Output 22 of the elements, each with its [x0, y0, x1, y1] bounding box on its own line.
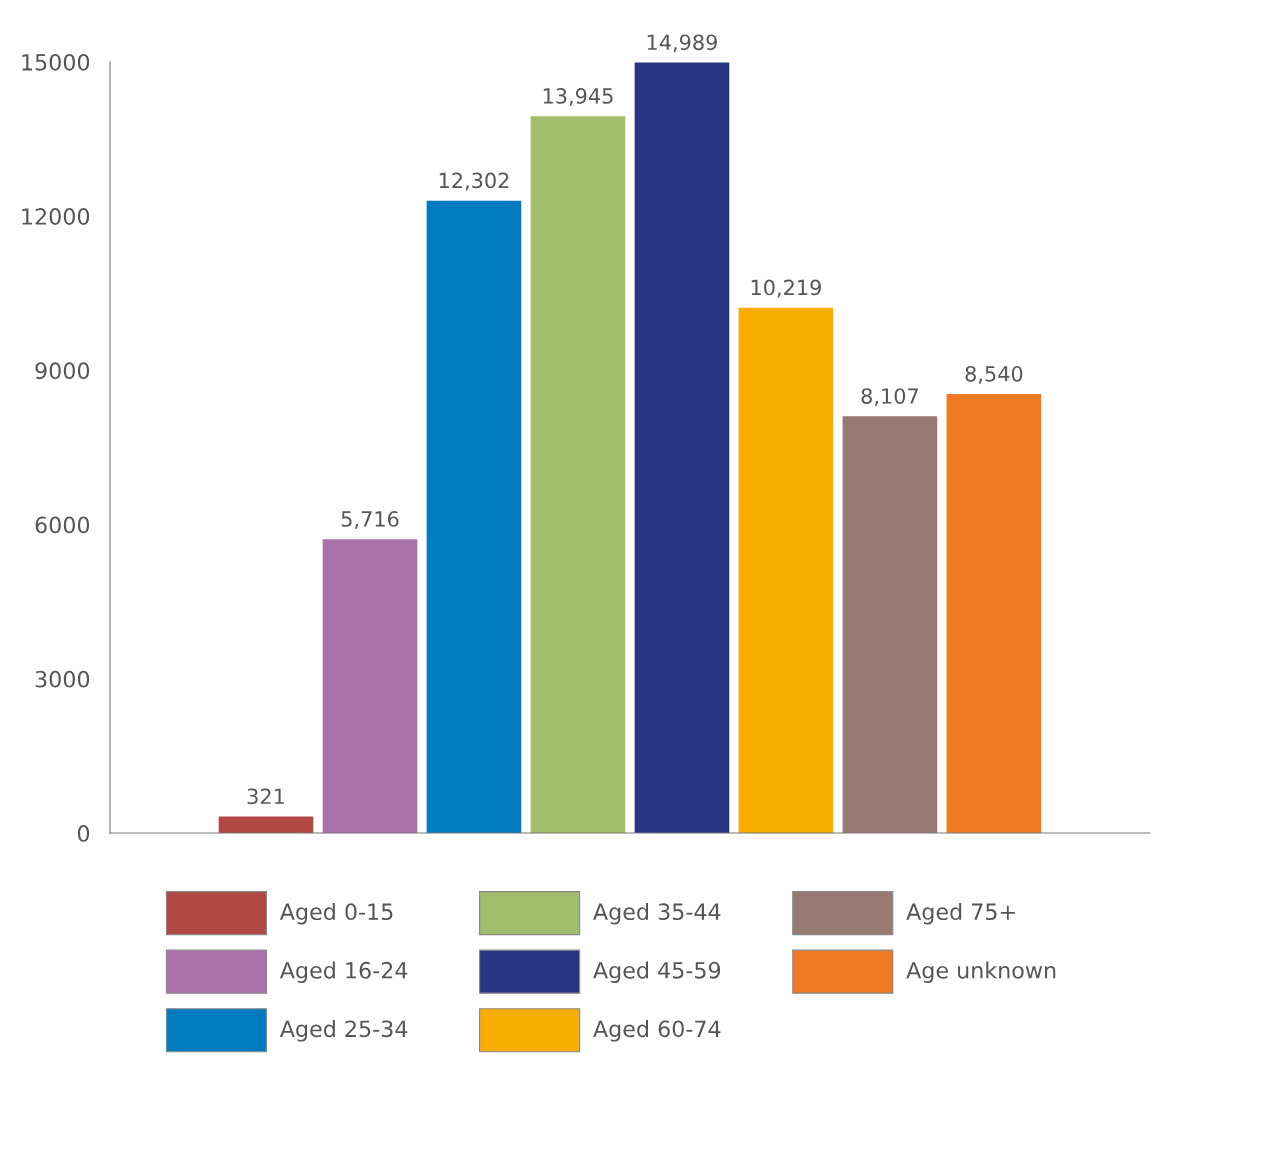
data-label: 10,219: [751, 279, 821, 298]
data-label: 8,540: [965, 365, 1023, 384]
y-tick-label: 6000: [35, 516, 90, 534]
legend-label: Aged 60-74: [593, 1020, 721, 1042]
legend-label: Aged 35-44: [593, 902, 721, 925]
data-label: 5,716: [341, 511, 399, 529]
y-tick-label: 9000: [35, 362, 90, 380]
legend-label: Aged 16-24: [279, 961, 408, 983]
y-tick-label: 3000: [35, 670, 90, 688]
legend-label: Aged 75+: [906, 902, 1015, 925]
legend-label: Aged 0-15: [279, 902, 393, 925]
legend-label: Age unknown: [906, 961, 1056, 983]
legend-label: Aged 25-34: [279, 1020, 408, 1042]
data-label: 8,107: [861, 388, 918, 407]
y-tick-label: 0: [77, 824, 90, 842]
data-label: 14,989: [647, 34, 717, 53]
data-label: 321: [247, 788, 284, 805]
legend-label: Aged 45-59: [593, 961, 721, 983]
y-tick-label: 15000: [22, 53, 90, 71]
data-label: 12,302: [439, 172, 509, 191]
data-label: 13,945: [543, 88, 613, 106]
y-tick-label: 12000: [22, 208, 90, 225]
